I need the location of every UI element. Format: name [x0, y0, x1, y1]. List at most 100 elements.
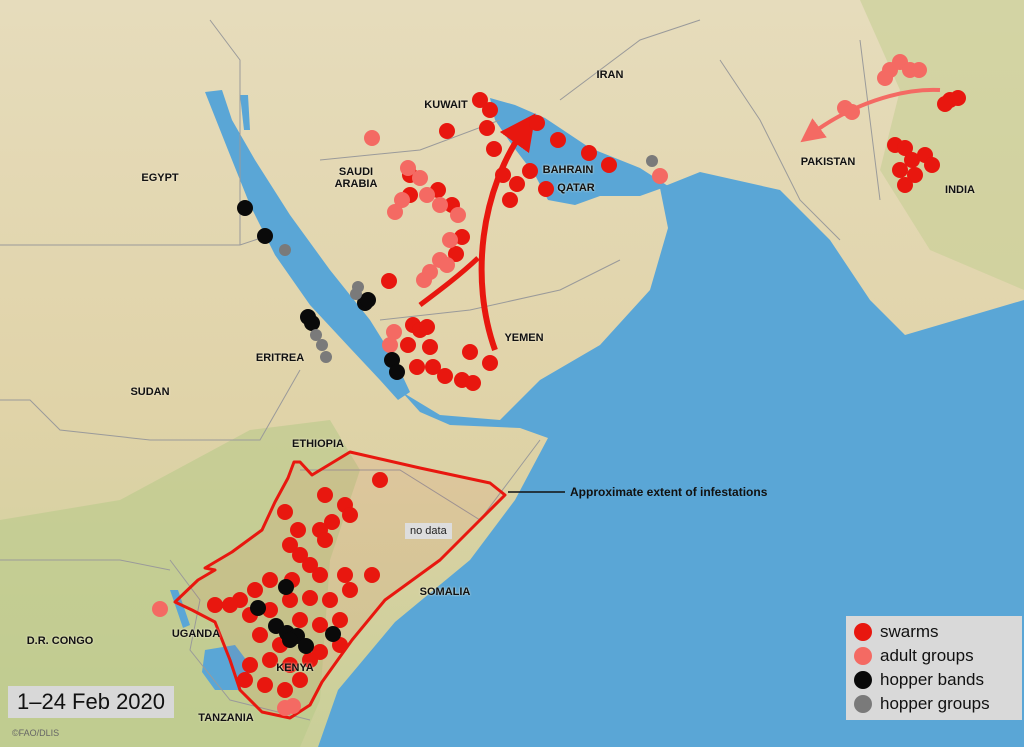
swarm-dot	[342, 507, 358, 523]
swarm-dot	[529, 115, 545, 131]
swarm-dot	[312, 617, 328, 633]
swarm-dot	[439, 123, 455, 139]
swarm-dot	[372, 472, 388, 488]
swarm-dot	[257, 677, 273, 693]
swarm-dot	[247, 582, 263, 598]
swarm-dot	[324, 514, 340, 530]
country-label: QATAR	[557, 182, 595, 194]
adult-group-dot	[285, 698, 301, 714]
country-label: SAUDI ARABIA	[334, 166, 378, 190]
legend: swarms adult groups hopper bands hopper …	[846, 616, 1022, 720]
extent-of-infestation-outline	[173, 450, 507, 720]
legend-item-adult-groups: adult groups	[854, 644, 1014, 668]
swarm-dot	[437, 368, 453, 384]
swarm-dot	[924, 157, 940, 173]
migration-arrow-yemen-north	[418, 256, 480, 307]
adult-group-dot	[439, 257, 455, 273]
hopper-band-dot	[282, 632, 298, 648]
swarm-dot	[897, 177, 913, 193]
adult-group-dot	[364, 130, 380, 146]
country-label: TANZANIA	[198, 712, 254, 724]
swarms-dot-icon	[854, 623, 872, 641]
country-label: IRAN	[596, 69, 624, 81]
swarm-dot	[409, 359, 425, 375]
country-label: SUDAN	[130, 386, 170, 398]
hopper-band-dot	[360, 292, 376, 308]
migration-arrow-india-to-pakistan	[800, 87, 941, 143]
adult-group-dot	[432, 197, 448, 213]
hopper-band-dot	[304, 315, 320, 331]
swarm-dot	[448, 246, 464, 262]
swarm-dot	[381, 273, 397, 289]
hopper-band-dot	[257, 228, 273, 244]
credit: ©FAO/DLIS	[12, 728, 60, 738]
swarm-dot	[897, 140, 913, 156]
country-label: BAHRAIN	[542, 164, 594, 176]
swarm-dot	[302, 557, 318, 573]
swarm-dot	[538, 181, 554, 197]
gulf-of-aqaba	[240, 95, 250, 130]
hopper-groups-dot-icon	[854, 695, 872, 713]
adult-group-dot	[387, 204, 403, 220]
arabian-sea	[318, 172, 1024, 747]
adult-group-dot	[419, 187, 435, 203]
hopper-band-dot	[278, 579, 294, 595]
swarm-dot	[222, 597, 238, 613]
swarm-dot	[509, 176, 525, 192]
hopper-band-dot	[237, 200, 253, 216]
extent-annotation: Approximate extent of infestations	[570, 485, 768, 499]
swarm-dot	[292, 547, 308, 563]
hopper-band-dot	[384, 352, 400, 368]
adult-groups-dot-icon	[854, 647, 872, 665]
adult-group-dot	[394, 192, 410, 208]
swarm-dot	[332, 612, 348, 628]
date-range: 1–24 Feb 2020	[8, 686, 175, 718]
hopper-group-dot	[316, 339, 328, 351]
swarm-dot	[502, 192, 518, 208]
swarm-dot	[904, 152, 920, 168]
adult-group-dot	[416, 272, 432, 288]
hopper-group-dot	[320, 351, 332, 363]
legend-item-hopper-bands: hopper bands	[854, 668, 1014, 692]
country-label: D.R. CONGO	[26, 635, 94, 647]
swarm-dot	[364, 567, 380, 583]
adult-group-dot	[382, 337, 398, 353]
swarm-dot	[454, 229, 470, 245]
swarm-dot	[472, 92, 488, 108]
swarm-dot	[282, 657, 298, 673]
country-label: PAKISTAN	[800, 156, 856, 168]
country-label: KENYA	[276, 662, 314, 674]
swarm-dot	[892, 162, 908, 178]
legend-label: hopper bands	[880, 670, 984, 689]
legend-label: adult groups	[880, 646, 974, 665]
swarm-dot	[550, 132, 566, 148]
hopper-band-dot	[298, 638, 314, 654]
swarm-dot	[312, 567, 328, 583]
country-label: ERITREA	[255, 352, 305, 364]
swarm-dot	[495, 167, 511, 183]
swarm-dot	[302, 652, 318, 668]
swarm-dot	[262, 602, 278, 618]
swarm-dot	[937, 96, 953, 112]
adult-group-dot	[386, 324, 402, 340]
swarm-dot	[282, 592, 298, 608]
swarm-dot	[292, 672, 308, 688]
legend-label: hopper groups	[880, 694, 990, 713]
swarm-dot	[522, 163, 538, 179]
country-label: ETHIOPIA	[292, 438, 344, 450]
hopper-group-dot	[646, 155, 658, 167]
swarm-dot	[290, 522, 306, 538]
swarm-dot	[317, 487, 333, 503]
country-label: INDIA	[945, 184, 975, 196]
adult-group-dot	[442, 232, 458, 248]
swarm-dot	[337, 567, 353, 583]
swarm-dot	[482, 102, 498, 118]
adult-group-dot	[652, 168, 668, 184]
swarm-dot	[462, 344, 478, 360]
hopper-group-dot	[310, 329, 322, 341]
country-label: YEMEN	[504, 332, 544, 344]
observation-points	[152, 54, 966, 716]
adult-group-dot	[152, 601, 168, 617]
